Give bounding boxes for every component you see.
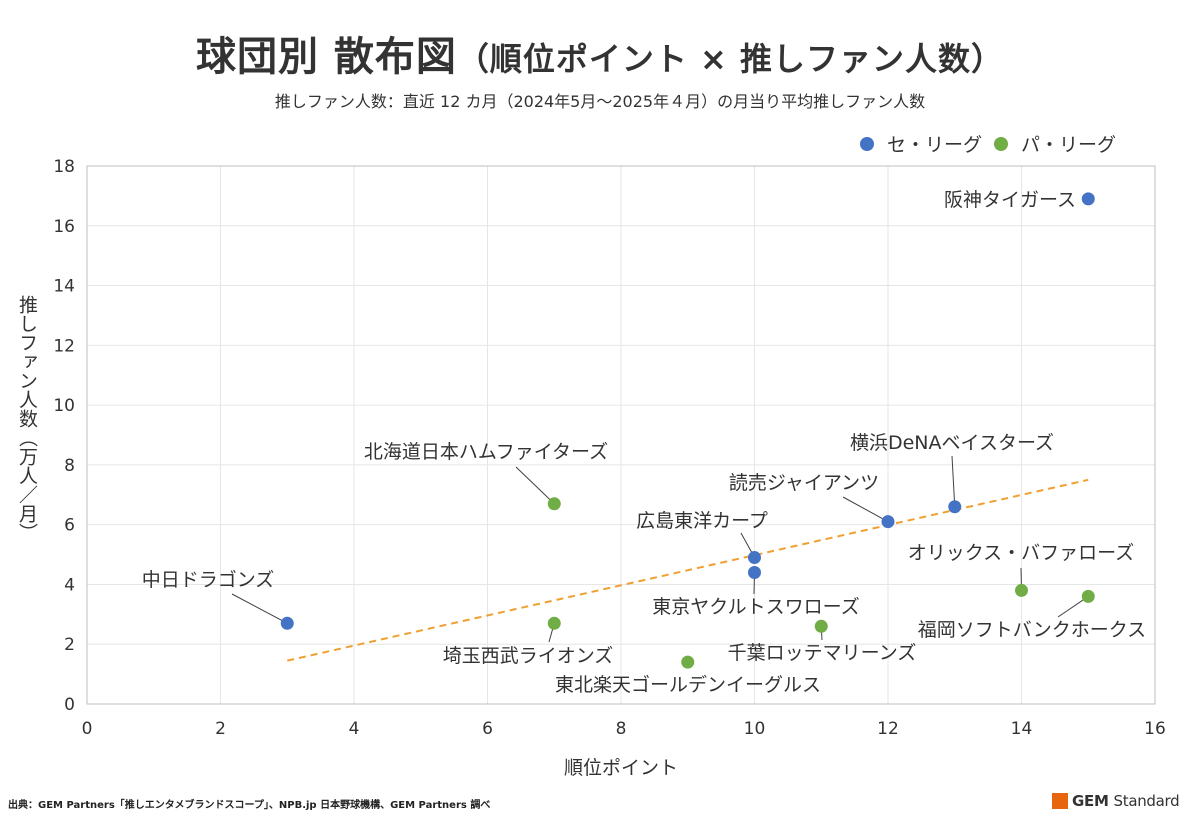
x-tick-label: 14 <box>1011 719 1033 739</box>
brand-logo: GEM Standard <box>1052 792 1180 810</box>
y-tick-label: 0 <box>64 695 75 715</box>
y-tick-label: 14 <box>53 277 75 297</box>
x-tick-label: 12 <box>877 719 899 739</box>
x-axis-label: 順位ポイント <box>564 757 678 779</box>
x-tick-label: 4 <box>349 719 360 739</box>
y-tick-label: 16 <box>53 217 75 237</box>
data-point <box>1015 583 1028 597</box>
data-point <box>814 619 828 633</box>
data-label: 北海道日本ハムファイターズ <box>364 441 608 463</box>
data-label: 埼玉西武ライオンズ <box>443 645 614 667</box>
data-point <box>881 515 895 529</box>
legend-marker <box>994 137 1008 151</box>
y-tick-label: 10 <box>53 396 75 416</box>
y-tick-label: 4 <box>64 575 75 595</box>
brand-second: Standard <box>1113 792 1180 810</box>
data-label: 東北楽天ゴールデンイーグルス <box>555 674 821 696</box>
chart-title-main: 球団別 散布図 <box>195 34 457 80</box>
x-tick-label: 2 <box>215 719 226 739</box>
data-point <box>547 616 561 630</box>
data-label: 阪神タイガース <box>944 189 1076 211</box>
legend-label: パ・リーグ <box>1021 134 1116 156</box>
y-tick-label: 18 <box>53 157 75 177</box>
data-label: 広島東洋カープ <box>636 510 768 532</box>
scatter-plot: 0 2 4 6 8 10 12 14 16 18 0 2 4 6 8 10 12 14 16 順位ポイント 推しファン人… <box>16 134 1166 779</box>
data-label: 横浜DeNAベイスターズ <box>850 432 1054 454</box>
y-tick-label: 8 <box>64 456 75 476</box>
chart-title: 球団別 散布図（順位ポイント × 推しファン人数） <box>0 24 1200 82</box>
brand-first: GEM <box>1072 792 1109 810</box>
x-tick-label: 6 <box>482 719 493 739</box>
legend-marker <box>860 137 874 151</box>
data-point <box>748 551 761 565</box>
plot-border <box>86 165 1156 705</box>
x-tick-label: 8 <box>616 719 627 739</box>
data-label: 福岡ソフトバンクホークス <box>918 619 1146 641</box>
data-point <box>948 500 962 514</box>
leader-line <box>515 466 555 505</box>
source-note: 出典：GEM Partners「推しエンタメブランドスコープ」、NPB.jp 日… <box>8 800 491 811</box>
data-point <box>1081 589 1095 603</box>
leader-line <box>842 496 889 523</box>
data-label: 読売ジャイアンツ <box>729 472 879 494</box>
chart-subtitle: 推しファン人数：直近 12 カ月（2024年5月～2025年４月）の月当り平均推… <box>274 92 926 111</box>
data-label: 千葉ロッテマリーンズ <box>728 642 917 664</box>
y-tick-label: 6 <box>64 516 75 536</box>
y-tick-label: 12 <box>53 336 75 356</box>
x-tick-label: 10 <box>744 719 766 739</box>
x-tick-label: 16 <box>1144 719 1166 739</box>
chart-title-paren: （順位ポイント × 推しファン人数） <box>456 40 1005 78</box>
data-point <box>681 655 695 669</box>
leader-line <box>231 593 288 624</box>
brand-mark-icon <box>1052 793 1068 809</box>
data-point <box>1081 192 1095 206</box>
data-label: オリックス・バファローズ <box>908 542 1134 564</box>
data-point <box>280 616 294 630</box>
data-label: 東京ヤクルトスワローズ <box>652 596 859 618</box>
y-tick-label: 2 <box>64 635 75 655</box>
legend-label: セ・リーグ <box>887 134 982 156</box>
data-point <box>547 497 561 511</box>
x-tick-label: 0 <box>82 719 93 739</box>
data-label: 中日ドラゴンズ <box>142 569 275 591</box>
leader-line <box>951 455 956 507</box>
y-axis-label: 推しファン人数（万人／月） <box>16 295 38 542</box>
data-point <box>748 565 761 579</box>
